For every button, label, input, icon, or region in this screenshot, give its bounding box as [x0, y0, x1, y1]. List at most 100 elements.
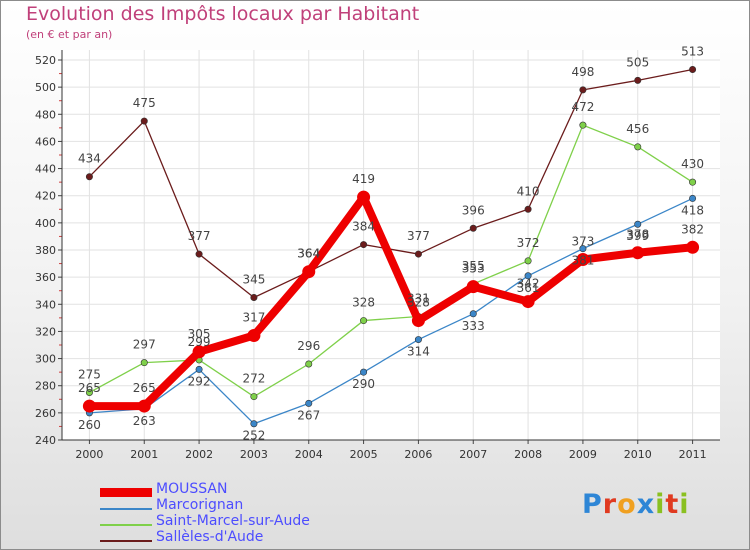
logo-letter: i	[679, 489, 690, 520]
data-label: 434	[78, 152, 101, 166]
y-tick-label: 300	[35, 353, 56, 366]
data-point	[302, 265, 316, 279]
x-tick-label: 2001	[130, 448, 158, 461]
x-tick-label: 2006	[404, 448, 432, 461]
data-point	[82, 399, 96, 413]
data-label: 378	[626, 228, 649, 242]
data-point	[250, 293, 258, 301]
data-label: 475	[133, 96, 156, 110]
data-point	[414, 250, 422, 258]
data-label: 361	[517, 281, 540, 295]
data-point	[524, 272, 532, 280]
data-label: 456	[626, 122, 649, 136]
data-point	[634, 76, 642, 84]
data-label: 345	[242, 273, 265, 287]
data-label: 472	[571, 100, 594, 114]
data-point	[466, 280, 480, 294]
data-label: 377	[407, 229, 430, 243]
y-tick-label: 240	[35, 434, 56, 447]
data-label: 292	[188, 374, 211, 388]
data-point	[689, 194, 697, 202]
data-point	[140, 117, 148, 125]
data-label: 419	[352, 172, 375, 186]
data-label: 260	[78, 418, 101, 432]
x-tick-label: 2003	[240, 448, 268, 461]
y-tick-label: 460	[35, 135, 56, 148]
data-point	[360, 317, 368, 325]
data-point	[576, 253, 590, 266]
data-label: 498	[571, 65, 594, 79]
data-point	[524, 205, 532, 213]
data-point	[195, 250, 203, 258]
data-label: 353	[462, 262, 485, 276]
y-tick-label: 320	[35, 325, 56, 338]
y-tick-label: 340	[35, 298, 56, 311]
data-point	[631, 246, 645, 260]
data-point	[250, 393, 258, 401]
data-label: 384	[352, 220, 375, 234]
data-point	[192, 345, 206, 359]
data-label: 364	[297, 247, 320, 261]
data-label: 263	[133, 414, 156, 428]
data-label: 328	[352, 296, 375, 310]
y-tick-label: 260	[35, 407, 56, 420]
data-point	[579, 121, 587, 129]
legend-label-marcorignan: Marcorignan	[156, 497, 244, 513]
data-label: 355	[462, 259, 485, 273]
legend-swatch-salleles	[100, 540, 152, 542]
y-tick-label: 520	[35, 54, 56, 67]
x-tick-label: 2005	[350, 448, 378, 461]
series-marcorignan	[85, 194, 697, 428]
data-point	[411, 314, 425, 328]
data-point	[579, 245, 587, 253]
data-label: 297	[133, 338, 156, 352]
data-point	[469, 224, 477, 232]
chart-title: Evolution des Impôts locaux par Habitant	[26, 3, 420, 25]
x-tick-label: 2009	[569, 448, 597, 461]
y-tick-label: 280	[35, 380, 56, 393]
data-label: 252	[242, 429, 265, 443]
logo-letter: r	[602, 489, 618, 520]
x-tick-label: 2011	[679, 448, 707, 461]
data-point	[195, 365, 203, 373]
data-label: 290	[352, 377, 375, 391]
legend-swatch-saint-marcel	[100, 524, 152, 526]
x-tick-label: 2004	[295, 448, 323, 461]
proxiti-logo: Proxiti	[582, 489, 690, 520]
data-point	[305, 360, 313, 368]
data-label: 396	[462, 203, 485, 217]
data-label: 430	[681, 157, 704, 171]
data-label: 331	[407, 292, 430, 306]
data-point	[247, 329, 261, 342]
series-moussan	[82, 190, 700, 413]
legend-label-saint-marcel: Saint-Marcel-sur-Aude	[156, 513, 310, 529]
data-point	[579, 86, 587, 94]
data-label: 328	[407, 296, 430, 310]
data-label: 382	[681, 222, 704, 236]
y-tick-label: 400	[35, 217, 56, 230]
data-label: 275	[78, 368, 101, 382]
data-label: 399	[626, 229, 649, 243]
data-point	[305, 399, 313, 407]
y-tick-label: 480	[35, 108, 56, 121]
data-point	[360, 368, 368, 376]
data-point	[360, 241, 368, 249]
logo-letter: o	[617, 489, 637, 520]
logo-letter: i	[655, 489, 666, 520]
y-tick-label: 380	[35, 244, 56, 257]
data-point	[686, 240, 700, 254]
x-tick-label: 2008	[514, 448, 542, 461]
legend-label-salleles: Sallèles-d'Aude	[156, 529, 264, 545]
legend-label-moussan: MOUSSAN	[156, 481, 228, 497]
x-tick-label: 2002	[185, 448, 213, 461]
data-point	[634, 220, 642, 228]
data-label: 377	[188, 229, 211, 243]
y-tick-label: 440	[35, 163, 56, 176]
x-tick-label: 2000	[75, 448, 103, 461]
data-label: 317	[242, 311, 265, 325]
data-point	[469, 310, 477, 318]
data-label: 505	[626, 55, 649, 69]
data-point	[250, 420, 258, 428]
data-label: 265	[78, 381, 101, 395]
